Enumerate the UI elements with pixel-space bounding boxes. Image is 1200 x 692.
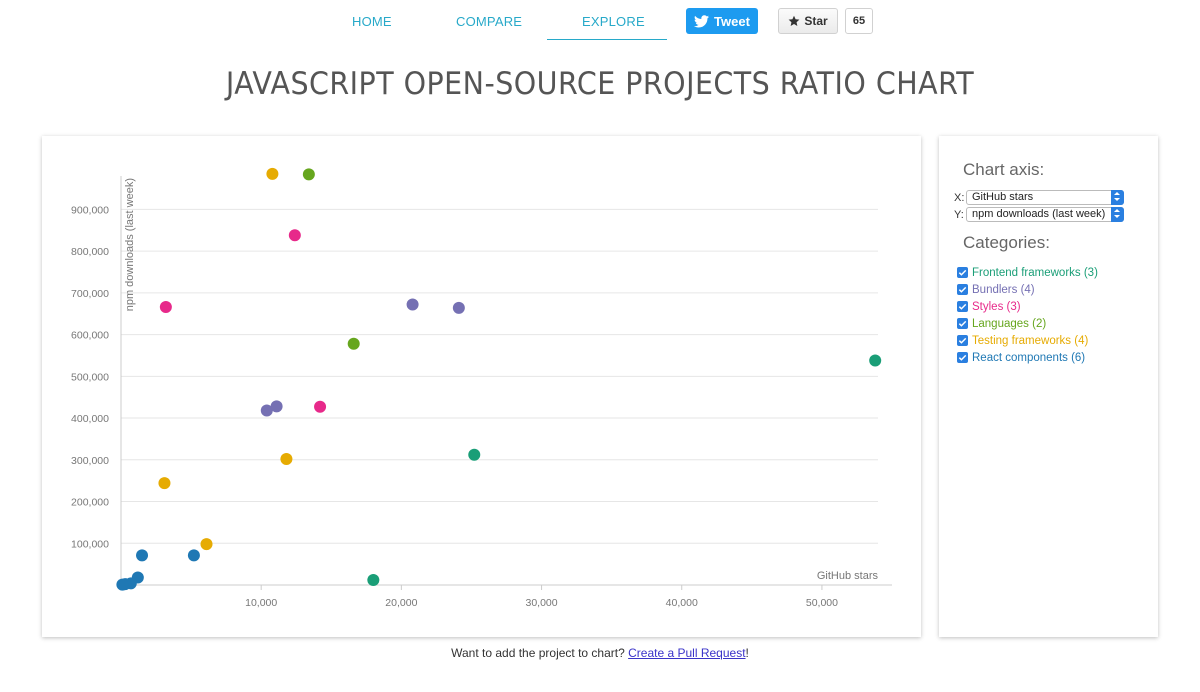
data-point-frontend[interactable]: [468, 448, 481, 461]
data-point-frontend[interactable]: [869, 354, 882, 367]
x-axis-select[interactable]: GitHub stars: [966, 190, 1124, 205]
data-point-bundlers[interactable]: [260, 404, 273, 417]
x-tick-label: 10,000: [245, 597, 277, 609]
x-tick-label: 30,000: [525, 597, 557, 609]
nav-explore-link[interactable]: EXPLORE: [582, 14, 645, 29]
data-point-bundlers[interactable]: [270, 400, 283, 413]
top-nav: HOME COMPARE EXPLORE Tweet Star 65: [0, 0, 1200, 42]
checkbox-checked-icon[interactable]: [957, 267, 968, 278]
y-tick-label: 300,000: [71, 455, 109, 467]
category-item-languages[interactable]: Languages (2): [957, 315, 1098, 332]
select-arrows-icon: [1111, 190, 1124, 205]
category-label: Bundlers (4): [972, 283, 1035, 296]
x-tick-label: 50,000: [806, 597, 838, 609]
nav-home-link[interactable]: HOME: [352, 14, 392, 29]
y-axis-row: Y: npm downloads (last week): [954, 207, 1124, 222]
data-point-styles[interactable]: [159, 301, 172, 314]
data-point-react[interactable]: [187, 549, 200, 562]
category-item-testing[interactable]: Testing frameworks (4): [957, 332, 1098, 349]
create-pull-request-link[interactable]: Create a Pull Request: [628, 646, 746, 660]
chart-panel: 100,000 200,000 300,000 400,000 500,000 600,0…: [42, 136, 921, 637]
category-item-styles[interactable]: Styles (3): [957, 298, 1098, 315]
data-point-languages[interactable]: [302, 168, 315, 181]
y-tick-label: 200,000: [71, 497, 109, 509]
tick-labels: 100,000 200,000 300,000 400,000 500,000 600,0…: [71, 204, 838, 609]
x-axis-row: X: GitHub stars: [954, 190, 1124, 205]
data-point-bundlers[interactable]: [452, 301, 465, 314]
github-star-button[interactable]: Star: [778, 8, 838, 34]
y-tick-label: 700,000: [71, 288, 109, 300]
star-label: Star: [804, 14, 828, 28]
category-item-frontend[interactable]: Frontend frameworks (3): [957, 264, 1098, 281]
data-point-testing[interactable]: [266, 167, 279, 180]
scatter-chart: 100,000 200,000 300,000 400,000 500,000 600,0…: [71, 167, 892, 609]
data-point-testing[interactable]: [280, 452, 293, 465]
page-title: JAVASCRIPT OPEN-SOURCE PROJECTS RATIO CH…: [225, 66, 975, 102]
star-count-badge[interactable]: 65: [845, 8, 873, 34]
grid-lines: [121, 208, 878, 544]
select-arrows-icon: [1111, 207, 1124, 222]
y-axis-selected-value: npm downloads (last week): [972, 208, 1106, 220]
category-list: Frontend frameworks (3) Bundlers (4) Style…: [957, 264, 1098, 366]
twitter-bird-icon: [694, 14, 710, 27]
tweet-button[interactable]: Tweet: [686, 8, 758, 34]
data-points: [116, 167, 882, 591]
star-icon: [788, 15, 800, 26]
checkbox-checked-icon[interactable]: [957, 335, 968, 346]
data-point-styles[interactable]: [288, 229, 301, 242]
category-label: Styles (3): [972, 300, 1021, 313]
x-axis-letter: X:: [954, 191, 965, 204]
x-axis-label: GitHub stars: [817, 570, 879, 582]
checkbox-checked-icon[interactable]: [957, 301, 968, 312]
footer-text: Want to add the project to chart?: [451, 646, 629, 660]
chart-axis-heading: Chart axis:: [963, 160, 1045, 179]
categories-heading: Categories:: [963, 233, 1050, 252]
y-tick-label: 800,000: [71, 246, 109, 258]
category-label: Frontend frameworks (3): [972, 266, 1098, 279]
tweet-label: Tweet: [714, 13, 750, 29]
data-point-styles[interactable]: [314, 400, 327, 413]
data-point-react[interactable]: [136, 549, 149, 562]
y-axis-letter: Y:: [954, 208, 964, 221]
x-tick-label: 20,000: [385, 597, 417, 609]
y-tick-label: 600,000: [71, 330, 109, 342]
data-point-testing[interactable]: [200, 538, 213, 551]
category-item-bundlers[interactable]: Bundlers (4): [957, 281, 1098, 298]
y-tick-label: 500,000: [71, 371, 109, 383]
y-tick-label: 100,000: [71, 538, 109, 550]
controls-panel: Chart axis: X: GitHub stars Y: npm downl…: [939, 136, 1158, 637]
checkbox-checked-icon[interactable]: [957, 284, 968, 295]
category-label: Languages (2): [972, 317, 1047, 330]
y-axis-label: npm downloads (last week): [124, 178, 136, 311]
category-item-react[interactable]: React components (6): [957, 349, 1098, 366]
category-label: Testing frameworks (4): [972, 334, 1089, 347]
category-label: React components (6): [972, 351, 1086, 364]
nav-compare-link[interactable]: COMPARE: [456, 14, 523, 29]
data-point-bundlers[interactable]: [406, 298, 419, 311]
y-tick-label: 400,000: [71, 413, 109, 425]
y-axis-select[interactable]: npm downloads (last week): [966, 207, 1124, 222]
data-point-languages[interactable]: [347, 337, 360, 350]
x-axis-selected-value: GitHub stars: [972, 191, 1034, 203]
footer: Want to add the project to chart? Create…: [0, 646, 1200, 660]
y-tick-label: 900,000: [71, 204, 109, 216]
data-point-frontend[interactable]: [367, 573, 380, 586]
active-tab-underline: [547, 39, 667, 40]
checkbox-checked-icon[interactable]: [957, 352, 968, 363]
axes: [120, 176, 892, 590]
data-point-react[interactable]: [116, 578, 129, 591]
footer-suffix: !: [745, 646, 749, 660]
data-point-testing[interactable]: [158, 477, 171, 490]
checkbox-checked-icon[interactable]: [957, 318, 968, 329]
x-tick-label: 40,000: [666, 597, 698, 609]
